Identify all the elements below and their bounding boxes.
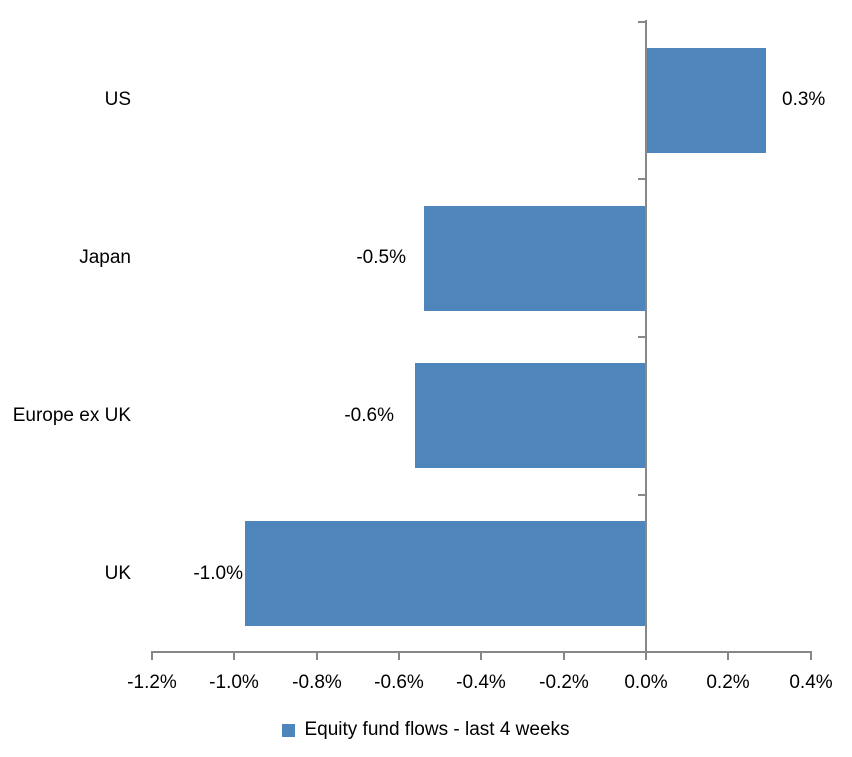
legend-swatch — [282, 723, 296, 737]
x-axis-tick — [727, 651, 729, 660]
zero-axis-tick — [638, 178, 645, 180]
x-tick-label: -0.6% — [374, 672, 424, 693]
data-label: 0.3% — [782, 89, 826, 110]
x-axis-tick — [233, 651, 235, 660]
zero-axis-tick — [638, 336, 645, 338]
x-axis-tick — [151, 651, 153, 660]
data-label: -0.6% — [344, 405, 394, 426]
data-label: -0.5% — [356, 247, 406, 268]
x-tick-label: 0.2% — [706, 672, 750, 693]
zero-axis-tick — [638, 21, 645, 23]
x-axis-tick — [810, 651, 812, 660]
x-tick-label: 0.0% — [624, 672, 668, 693]
x-tick-label: -1.0% — [209, 672, 259, 693]
bar — [424, 206, 645, 311]
legend: Equity fund flows - last 4 weeks — [0, 718, 852, 742]
x-tick-label: -0.8% — [292, 672, 342, 693]
bar — [647, 48, 766, 153]
x-axis-tick — [398, 651, 400, 660]
x-tick-label: -0.2% — [539, 672, 589, 693]
category-label: US — [104, 89, 131, 110]
legend-label: Equity fund flows - last 4 weeks — [304, 719, 570, 740]
x-tick-label: -0.4% — [456, 672, 506, 693]
data-label: -1.0% — [193, 563, 243, 584]
x-tick-label: 0.4% — [789, 672, 833, 693]
x-axis-tick — [480, 651, 482, 660]
category-label: Japan — [79, 247, 131, 268]
category-label: UK — [104, 563, 131, 584]
x-axis-tick — [645, 651, 647, 660]
x-tick-label: -1.2% — [127, 672, 177, 693]
x-axis-tick — [563, 651, 565, 660]
bar — [415, 363, 645, 468]
category-label: Europe ex UK — [12, 405, 131, 426]
zero-axis-line — [645, 20, 647, 653]
x-axis-tick — [316, 651, 318, 660]
bar — [245, 521, 645, 626]
zero-axis-tick — [638, 494, 645, 496]
